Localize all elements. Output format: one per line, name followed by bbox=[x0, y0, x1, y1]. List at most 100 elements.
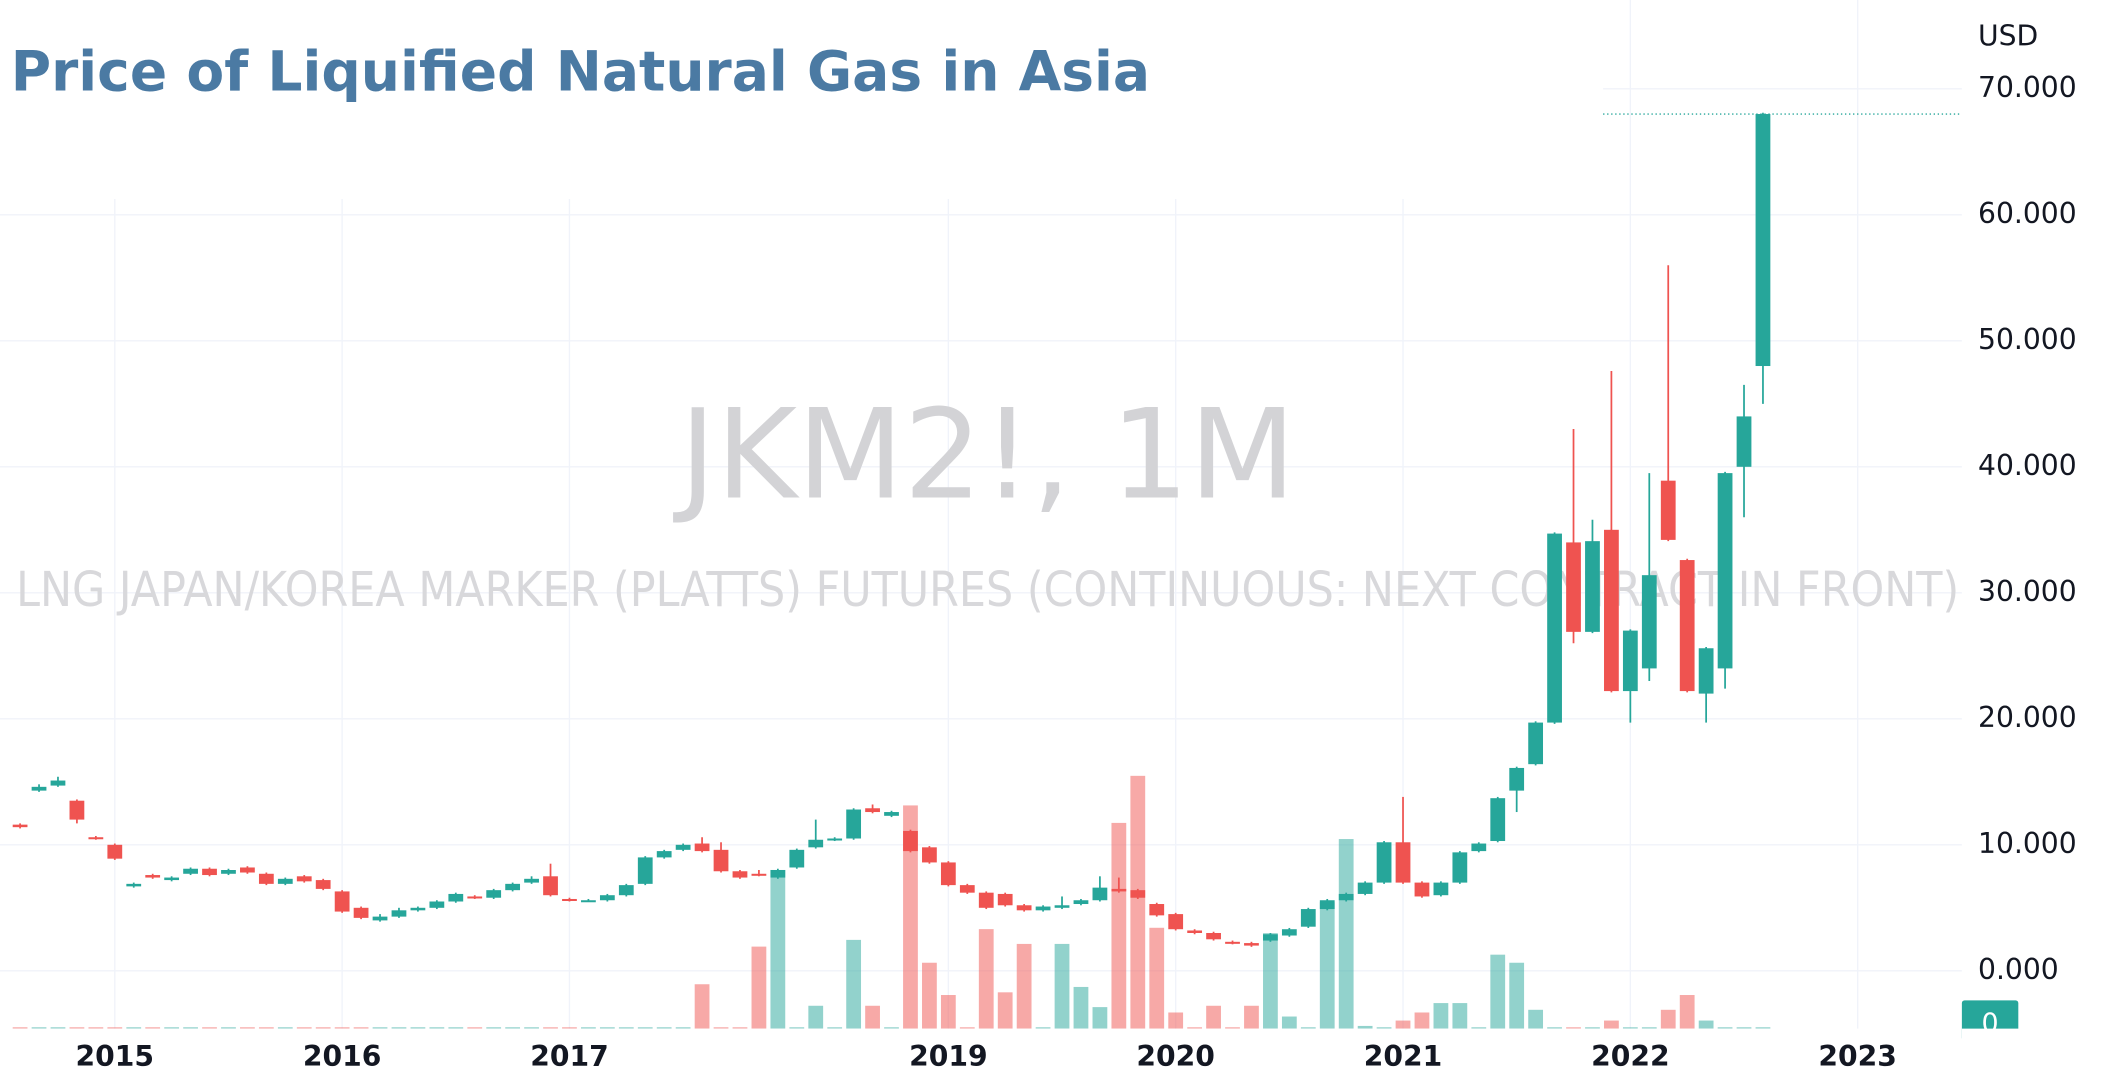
candle-body bbox=[1130, 890, 1146, 898]
volume-bar bbox=[1187, 1027, 1203, 1029]
candle-body bbox=[391, 910, 407, 917]
candle-body bbox=[599, 895, 615, 901]
candle-body bbox=[1736, 416, 1752, 467]
volume-bar bbox=[1376, 1027, 1392, 1029]
volume-bar bbox=[164, 1027, 180, 1029]
volume-bar bbox=[1111, 822, 1127, 1029]
volume-bar bbox=[296, 1027, 312, 1029]
candle-body bbox=[978, 892, 994, 908]
volume-bar bbox=[827, 1027, 843, 1029]
volume-bar bbox=[372, 1027, 388, 1029]
volume-bar bbox=[808, 1005, 824, 1029]
volume-bar bbox=[183, 1027, 198, 1029]
candle-body bbox=[637, 857, 653, 884]
volume-bar bbox=[618, 1027, 634, 1029]
candle-body bbox=[732, 871, 748, 878]
volume-bar bbox=[789, 1027, 805, 1029]
candle-body bbox=[1016, 905, 1032, 911]
volume-bar bbox=[410, 1027, 426, 1029]
candle-body bbox=[940, 862, 956, 886]
candle-body bbox=[846, 809, 862, 839]
candle-body bbox=[429, 901, 445, 908]
candle-body bbox=[903, 830, 918, 852]
volume-bar bbox=[1547, 1027, 1562, 1029]
volume-bar bbox=[258, 1027, 274, 1029]
candle-body bbox=[884, 812, 899, 816]
watermark: JKM2!, 1M bbox=[673, 384, 1296, 528]
volume-bar bbox=[637, 1027, 653, 1029]
volume-bar bbox=[1509, 962, 1525, 1029]
volume-bar bbox=[334, 1027, 350, 1029]
candle-body bbox=[505, 883, 521, 891]
candle-body bbox=[1338, 893, 1354, 901]
candle-body bbox=[562, 898, 577, 901]
candle-body bbox=[1547, 533, 1562, 723]
volume-bar bbox=[1225, 1027, 1240, 1029]
candle-body bbox=[221, 869, 236, 874]
candle-body bbox=[675, 844, 691, 850]
volume-bar bbox=[505, 1027, 521, 1029]
volume-bar bbox=[353, 1027, 369, 1029]
candle-body bbox=[50, 780, 66, 786]
candle-body bbox=[315, 880, 331, 889]
volume-bar bbox=[486, 1027, 502, 1029]
candle-body bbox=[1357, 882, 1373, 894]
y-tick-label: 30.000 bbox=[1978, 575, 2077, 608]
watermark-subtitle: LNG JAPAN/KOREA MARKER (PLATTS) FUTURES … bbox=[16, 562, 1959, 618]
x-tick-label: 2020 bbox=[1136, 1040, 1215, 1073]
axes: 0.000 10.000 20.000 30.000 40.000 50.000 60.00… bbox=[76, 71, 2107, 1073]
volume-bar bbox=[732, 1027, 748, 1029]
volume-bar bbox=[675, 1027, 691, 1029]
volume-bar bbox=[865, 1005, 880, 1029]
volume-bar bbox=[1452, 1003, 1468, 1029]
volume-bar bbox=[846, 939, 862, 1029]
candle-body bbox=[1433, 882, 1449, 896]
bottom-mask bbox=[1961, 1028, 2107, 1073]
y-tick-label: 20.000 bbox=[1978, 701, 2077, 734]
candle-body bbox=[1641, 575, 1657, 669]
volume-bar bbox=[31, 1027, 47, 1029]
candle-body bbox=[448, 893, 464, 902]
y-tick-label: 40.000 bbox=[1978, 449, 2077, 482]
volume-bar bbox=[1679, 995, 1695, 1029]
volume-bar bbox=[1319, 902, 1335, 1029]
volume-bar bbox=[581, 1027, 596, 1029]
candle-body bbox=[1035, 906, 1051, 911]
volume-bar bbox=[524, 1027, 539, 1029]
candle-body bbox=[1168, 914, 1184, 930]
candle-body bbox=[183, 868, 198, 874]
volume-bar bbox=[1149, 927, 1165, 1029]
volume-bar bbox=[12, 1027, 28, 1029]
candle-body bbox=[1622, 630, 1638, 692]
volume-bar bbox=[145, 1027, 161, 1029]
candle-body bbox=[258, 873, 274, 884]
volume-bar bbox=[1206, 1005, 1221, 1029]
candle-body bbox=[1698, 648, 1714, 694]
volume-bar bbox=[959, 1027, 975, 1029]
candle-body bbox=[1206, 932, 1221, 940]
volume-bar bbox=[543, 1027, 558, 1029]
volume-bar bbox=[940, 995, 956, 1029]
volume-bar bbox=[88, 1027, 104, 1029]
candle-body bbox=[770, 869, 786, 878]
candle-body bbox=[694, 843, 710, 852]
x-tick-label: 2019 bbox=[909, 1040, 988, 1073]
candle-body bbox=[240, 867, 255, 873]
candle-body bbox=[486, 890, 502, 898]
volume-bar bbox=[1433, 1003, 1449, 1029]
candle-body bbox=[126, 883, 142, 887]
candle-body bbox=[827, 838, 843, 841]
volume-bar bbox=[50, 1027, 66, 1029]
volume-bar bbox=[1604, 1020, 1619, 1029]
candle-body bbox=[1679, 560, 1695, 692]
x-tick-label: 2015 bbox=[76, 1040, 155, 1073]
volume-bar bbox=[126, 1027, 142, 1029]
candle-body bbox=[543, 876, 558, 896]
volume-bar bbox=[1566, 1027, 1581, 1029]
x-tick-label: 2016 bbox=[303, 1040, 382, 1073]
volume-bar bbox=[391, 1027, 407, 1029]
volume-bar bbox=[1395, 1020, 1411, 1029]
candle-body bbox=[1395, 842, 1411, 883]
volume-bar bbox=[903, 805, 918, 1029]
